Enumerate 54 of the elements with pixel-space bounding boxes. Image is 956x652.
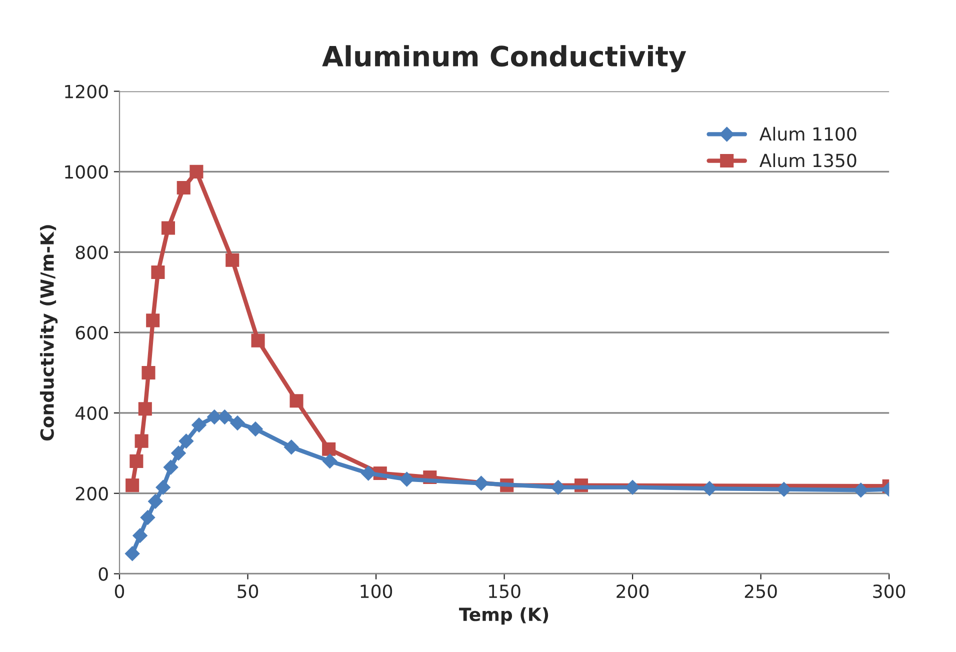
- y-axis-title: Conductivity (W/m-K): [40, 225, 58, 441]
- y-tick-label: 1000: [65, 165, 108, 179]
- point: [134, 434, 148, 448]
- point: [322, 454, 338, 469]
- chart-title: Aluminum Conductivity: [322, 45, 686, 72]
- point: [151, 265, 165, 279]
- legend-label: Alum 1350: [759, 153, 856, 168]
- point: [148, 494, 163, 509]
- point: [284, 440, 299, 455]
- x-axis-title: Temp (K): [459, 607, 548, 625]
- x-tick-label: 50: [238, 584, 258, 598]
- point: [251, 334, 265, 348]
- point: [176, 181, 190, 195]
- x-tick-label: 150: [489, 584, 520, 598]
- point: [124, 546, 140, 562]
- point: [230, 416, 245, 430]
- point: [625, 480, 640, 495]
- point: [474, 476, 489, 491]
- point: [226, 253, 240, 267]
- point: [192, 418, 206, 432]
- point: [171, 446, 186, 461]
- point: [248, 422, 263, 436]
- point: [161, 221, 176, 235]
- x-tick-label: 300: [873, 584, 906, 598]
- x-tick-label: 250: [744, 584, 777, 598]
- point: [163, 460, 178, 475]
- y-tick-label: 800: [76, 246, 108, 260]
- legend-label: Alum 1100: [759, 126, 856, 141]
- point: [399, 472, 414, 487]
- point: [290, 394, 304, 408]
- point: [550, 480, 566, 495]
- x-tick-label: 100: [360, 584, 392, 598]
- point: [138, 402, 152, 416]
- point: [178, 434, 194, 448]
- point: [146, 314, 160, 328]
- y-tick-label: 0: [98, 567, 108, 581]
- point: [142, 366, 156, 380]
- point: [140, 510, 156, 525]
- point: [126, 478, 140, 492]
- point: [156, 480, 171, 495]
- y-tick-label: 1200: [65, 84, 108, 98]
- y-tick-label: 600: [76, 326, 108, 340]
- point: [132, 528, 148, 543]
- point: [190, 164, 204, 178]
- y-tick-label: 200: [76, 486, 108, 500]
- x-tick-label: 200: [616, 584, 649, 598]
- point: [360, 466, 376, 481]
- point: [702, 481, 717, 496]
- point: [130, 454, 144, 468]
- y-tick-label: 400: [76, 406, 108, 420]
- x-tick-label: 0: [114, 584, 124, 598]
- point: [776, 482, 792, 497]
- point: [853, 482, 868, 498]
- point: [322, 442, 336, 456]
